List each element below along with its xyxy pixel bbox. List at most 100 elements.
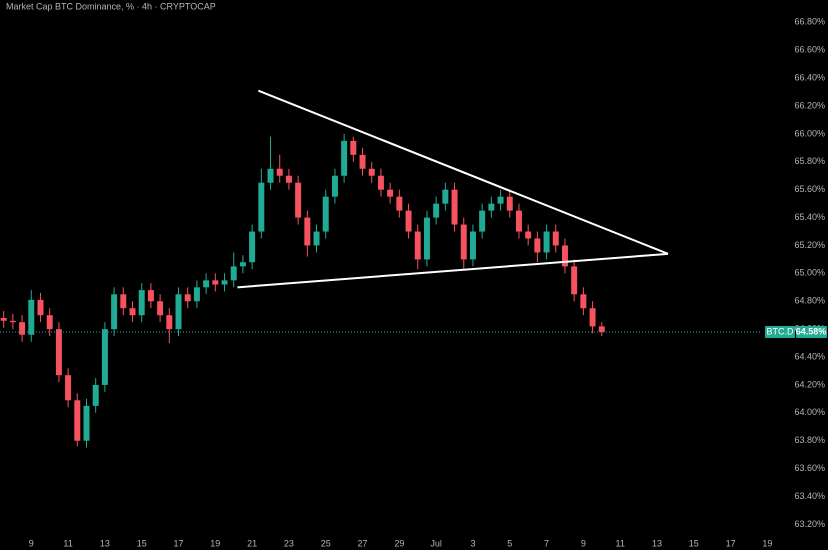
x-tick-label: 5	[507, 538, 512, 548]
candle-body	[295, 182, 302, 218]
candle-body	[129, 308, 136, 316]
candle-body	[341, 140, 348, 176]
candle-body	[423, 217, 430, 260]
candle-body	[230, 266, 237, 281]
candle-body	[469, 231, 476, 260]
candle-body	[101, 329, 108, 385]
candle-body	[515, 210, 522, 232]
y-tick-label: 65.20%	[794, 240, 825, 250]
x-tick-label: 13	[100, 538, 110, 548]
last-price-box	[796, 325, 827, 338]
candle-body	[203, 280, 210, 288]
x-tick-label: 19	[210, 538, 220, 548]
candle-body	[28, 299, 35, 335]
x-tick-label: 11	[63, 538, 72, 548]
candle-body	[377, 175, 384, 190]
candle-body	[74, 400, 81, 441]
candle-body	[414, 231, 421, 260]
candle-body	[0, 318, 7, 321]
x-tick-label: 27	[358, 538, 368, 548]
y-tick-label: 65.80%	[794, 156, 825, 166]
candle-body	[368, 168, 375, 176]
y-tick-label: 63.60%	[794, 463, 825, 473]
x-tick-label: 15	[689, 538, 699, 548]
symbol-label: BTC.D	[767, 326, 795, 336]
y-tick-label: 65.40%	[794, 212, 825, 222]
candle-body	[304, 217, 311, 246]
y-tick-label: 66.40%	[794, 72, 825, 82]
candle-body	[589, 308, 596, 327]
candle-body	[111, 294, 118, 330]
candle-body	[350, 140, 357, 155]
x-tick-label: 9	[29, 538, 34, 548]
candle-body	[552, 231, 559, 246]
candle-body	[249, 231, 256, 263]
candle-body	[258, 182, 265, 232]
candle-body	[387, 189, 394, 197]
candle-body	[166, 315, 173, 330]
candle-body	[212, 280, 219, 285]
candle-body	[396, 196, 403, 211]
trendline	[237, 252, 669, 289]
candle-body	[92, 384, 99, 406]
candle-body	[46, 315, 53, 330]
candle-body	[55, 329, 62, 376]
candle-body	[147, 290, 154, 302]
x-tick-label: 21	[247, 538, 257, 548]
candle-body	[451, 189, 458, 225]
y-tick-label: 66.20%	[794, 100, 825, 110]
candle-body	[405, 210, 412, 232]
y-tick-label: 63.20%	[794, 519, 825, 529]
x-tick-label: Jul	[430, 538, 442, 548]
candle-body	[83, 405, 90, 441]
candle-body	[433, 203, 440, 218]
candle-body	[488, 203, 495, 211]
candle-body	[120, 294, 127, 309]
x-tick-label: 25	[321, 538, 331, 548]
candle-body	[157, 301, 164, 316]
x-tick-label: 19	[762, 538, 772, 548]
candle-body	[37, 299, 44, 316]
candle-body	[322, 196, 329, 232]
y-tick-label: 65.00%	[794, 268, 825, 278]
candle-body	[331, 175, 338, 197]
candle-body	[479, 210, 486, 232]
candle-body	[9, 320, 16, 323]
y-tick-label: 66.00%	[794, 128, 825, 138]
chart-title: Market Cap BTC Dominance, % · 4h · CRYPT…	[6, 1, 216, 11]
x-tick-label: 29	[394, 538, 404, 548]
y-tick-label: 64.80%	[794, 296, 825, 306]
candle-body	[598, 326, 605, 332]
candle-body	[313, 231, 320, 246]
last-price-label: 64.58%	[796, 326, 827, 336]
candle-body	[221, 280, 228, 285]
y-tick-label: 66.60%	[794, 45, 825, 55]
candle-body	[506, 196, 513, 211]
candle-body	[571, 266, 578, 295]
candle-body	[267, 168, 274, 183]
symbol-label-box	[765, 325, 795, 338]
x-tick-label: 15	[137, 538, 147, 548]
trendline	[258, 89, 669, 255]
x-tick-label: 9	[581, 538, 586, 548]
y-tick-label: 64.20%	[794, 379, 825, 389]
x-tick-label: 23	[284, 538, 294, 548]
x-tick-label: 17	[173, 538, 183, 548]
y-tick-label: 64.00%	[794, 407, 825, 417]
y-tick-label: 65.60%	[794, 184, 825, 194]
candle-body	[193, 287, 200, 302]
candle-body	[175, 294, 182, 330]
y-tick-label: 64.40%	[794, 351, 825, 361]
candle-body	[442, 189, 449, 204]
candle-body	[19, 322, 26, 335]
candle-body	[359, 154, 366, 169]
candle-body	[276, 168, 283, 176]
candle-body	[239, 262, 246, 267]
candle-body	[525, 231, 532, 239]
candle-body	[534, 238, 541, 253]
x-tick-label: 7	[544, 538, 549, 548]
x-tick-label: 17	[726, 538, 736, 548]
candle-body	[561, 245, 568, 267]
